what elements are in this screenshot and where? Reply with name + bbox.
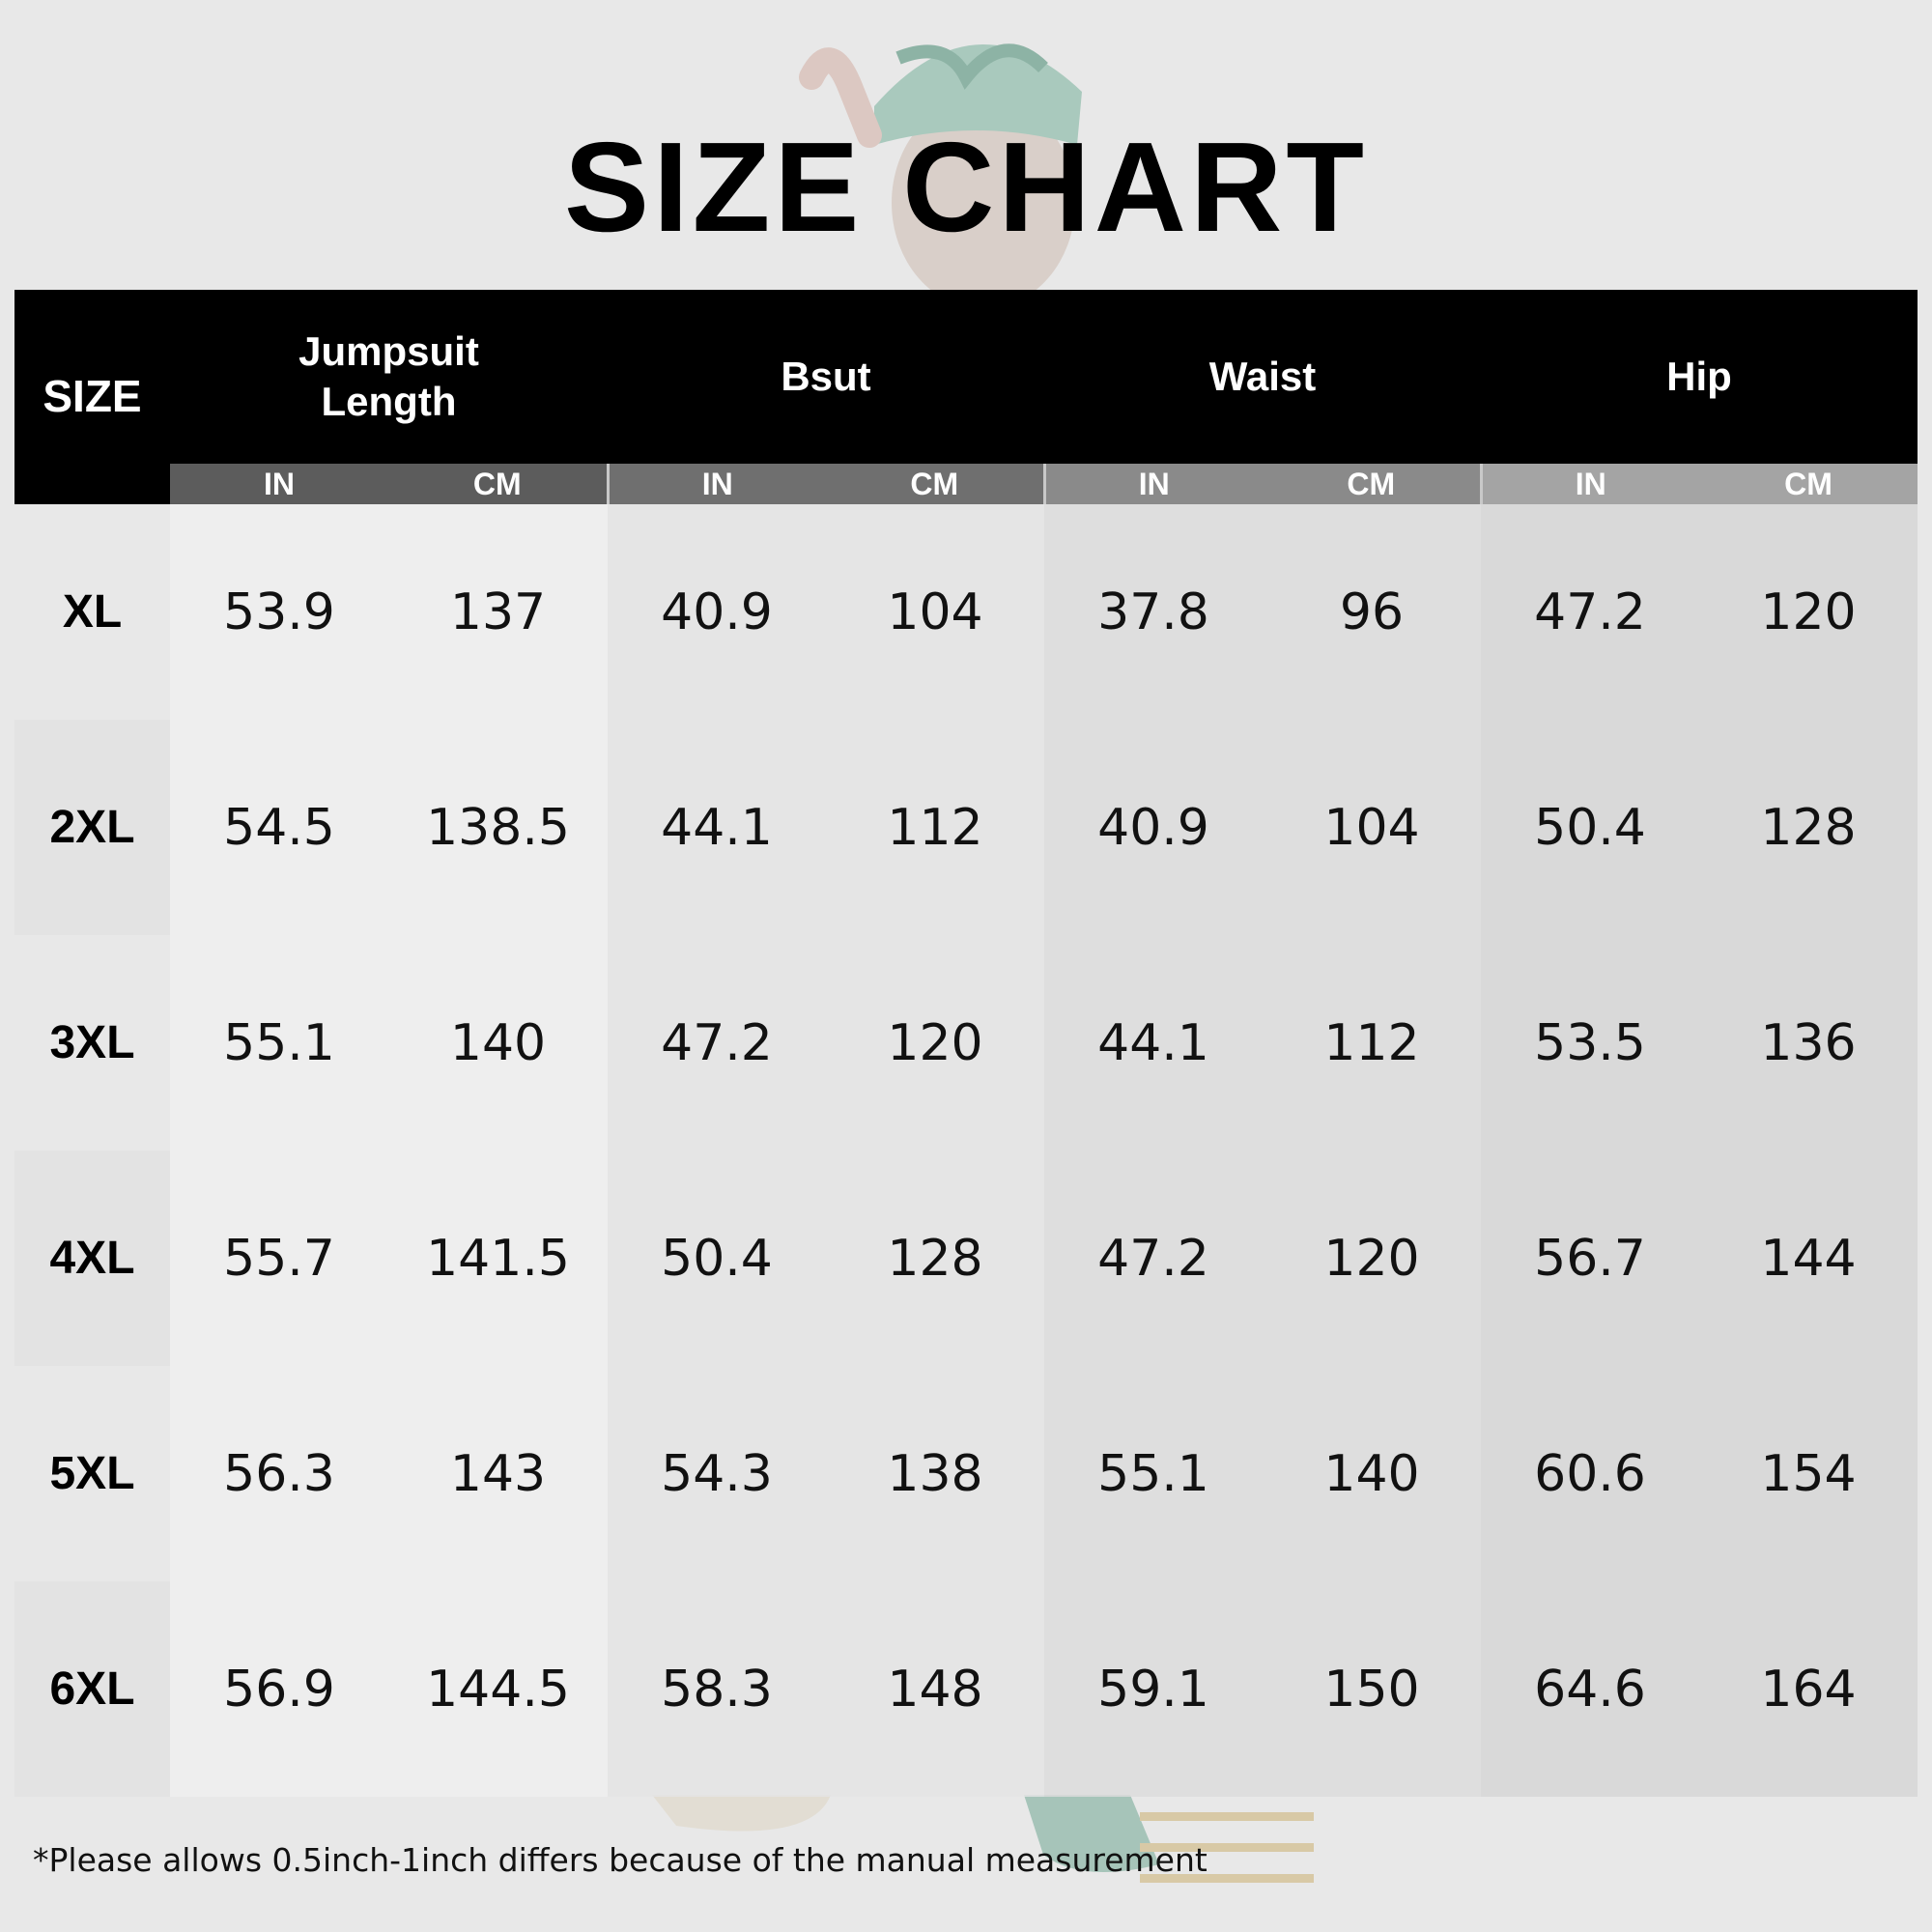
measurement-cell: 140 [1263, 1366, 1481, 1581]
measurement-cell: 120 [1263, 1151, 1481, 1366]
measurement-cell: 136 [1699, 935, 1918, 1151]
measurement-cell: 40.9 [608, 504, 826, 720]
measurement-cell: 47.2 [608, 935, 826, 1151]
measurement-cell: 140 [388, 935, 608, 1151]
jumpsuit-length-header: Jumpsuit Length [170, 290, 608, 464]
hip-header: Hip [1481, 290, 1918, 464]
measurement-cell: 58.3 [608, 1581, 826, 1797]
table-row: 5XL 56.3 143 54.3 138 55.1 140 60.6 154 [14, 1366, 1918, 1581]
size-chart-table: SIZE Jumpsuit Length Bsut Waist Hip IN C… [14, 290, 1918, 1797]
measurement-cell: 138.5 [388, 720, 608, 935]
table-row: XL 53.9 137 40.9 104 37.8 96 47.2 120 [14, 504, 1918, 720]
size-label: XL [14, 504, 170, 720]
measurement-cell: 44.1 [1044, 935, 1263, 1151]
table-row: 3XL 55.1 140 47.2 120 44.1 112 53.5 136 [14, 935, 1918, 1151]
measurement-cell: 56.9 [170, 1581, 388, 1797]
measurement-cell: 54.3 [608, 1366, 826, 1581]
unit-in: IN [606, 464, 826, 504]
measurement-cell: 53.9 [170, 504, 388, 720]
measurement-cell: 60.6 [1481, 1366, 1699, 1581]
measurement-cell: 141.5 [388, 1151, 608, 1366]
table-row: 4XL 55.7 141.5 50.4 128 47.2 120 56.7 144 [14, 1151, 1918, 1366]
measurement-cell: 104 [826, 504, 1044, 720]
measurement-cell: 148 [826, 1581, 1044, 1797]
measurement-cell: 143 [388, 1366, 608, 1581]
measurement-cell: 54.5 [170, 720, 388, 935]
unit-cm: CM [1263, 464, 1481, 504]
unit-in: IN [170, 464, 388, 504]
measurement-cell: 59.1 [1044, 1581, 1263, 1797]
measurement-cell: 104 [1263, 720, 1481, 935]
measurement-cell: 154 [1699, 1366, 1918, 1581]
size-label: 6XL [14, 1581, 170, 1797]
measurement-cell: 150 [1263, 1581, 1481, 1797]
unit-cm: CM [826, 464, 1044, 504]
size-label: 2XL [14, 720, 170, 935]
measurement-cell: 138 [826, 1366, 1044, 1581]
measurement-cell: 64.6 [1481, 1581, 1699, 1797]
waist-header: Waist [1044, 290, 1481, 464]
page-title: SIZE CHART [564, 116, 1368, 258]
measurement-cell: 128 [1699, 720, 1918, 935]
measurement-cell: 55.1 [1044, 1366, 1263, 1581]
measurement-cell: 44.1 [608, 720, 826, 935]
size-label: 3XL [14, 935, 170, 1151]
measurement-cell: 40.9 [1044, 720, 1263, 935]
measurement-cell: 137 [388, 504, 608, 720]
measurement-cell: 53.5 [1481, 935, 1699, 1151]
measurement-cell: 112 [826, 720, 1044, 935]
measurement-cell: 56.3 [170, 1366, 388, 1581]
unit-row: IN CM IN CM IN CM IN CM [14, 464, 1918, 504]
measurement-cell: 144 [1699, 1151, 1918, 1366]
table-row: 2XL 54.5 138.5 44.1 112 40.9 104 50.4 128 [14, 720, 1918, 935]
measurement-cell: 50.4 [1481, 720, 1699, 935]
header-row: SIZE Jumpsuit Length Bsut Waist Hip [14, 290, 1918, 504]
size-label: 5XL [14, 1366, 170, 1581]
unit-cm: CM [388, 464, 608, 504]
measurement-cell: 37.8 [1044, 504, 1263, 720]
measurement-cell: 50.4 [608, 1151, 826, 1366]
unit-in: IN [1479, 464, 1699, 504]
measurement-cell: 144.5 [388, 1581, 608, 1797]
measurement-cell: 112 [1263, 935, 1481, 1151]
measurement-cell: 96 [1263, 504, 1481, 720]
unit-in: IN [1042, 464, 1263, 504]
bust-header: Bsut [608, 290, 1044, 464]
measurement-cell: 47.2 [1044, 1151, 1263, 1366]
measurement-cell: 55.7 [170, 1151, 388, 1366]
size-rows: XL 53.9 137 40.9 104 37.8 96 47.2 120 2XL 54.5 138.… [14, 504, 1918, 1797]
measurement-cell: 55.1 [170, 935, 388, 1151]
table-row: 6XL 56.9 144.5 58.3 148 59.1 150 64.6 164 [14, 1581, 1918, 1797]
measurement-cell: 128 [826, 1151, 1044, 1366]
measurement-cell: 56.7 [1481, 1151, 1699, 1366]
size-column-header: SIZE [14, 290, 170, 504]
size-label: 4XL [14, 1151, 170, 1366]
measurement-cell: 120 [826, 935, 1044, 1151]
measurement-footnote: *Please allows 0.5inch-1inch differs bec… [33, 1841, 1208, 1879]
measurement-cell: 47.2 [1481, 504, 1699, 720]
measurement-cell: 120 [1699, 504, 1918, 720]
unit-cm: CM [1699, 464, 1918, 504]
measurement-cell: 164 [1699, 1581, 1918, 1797]
